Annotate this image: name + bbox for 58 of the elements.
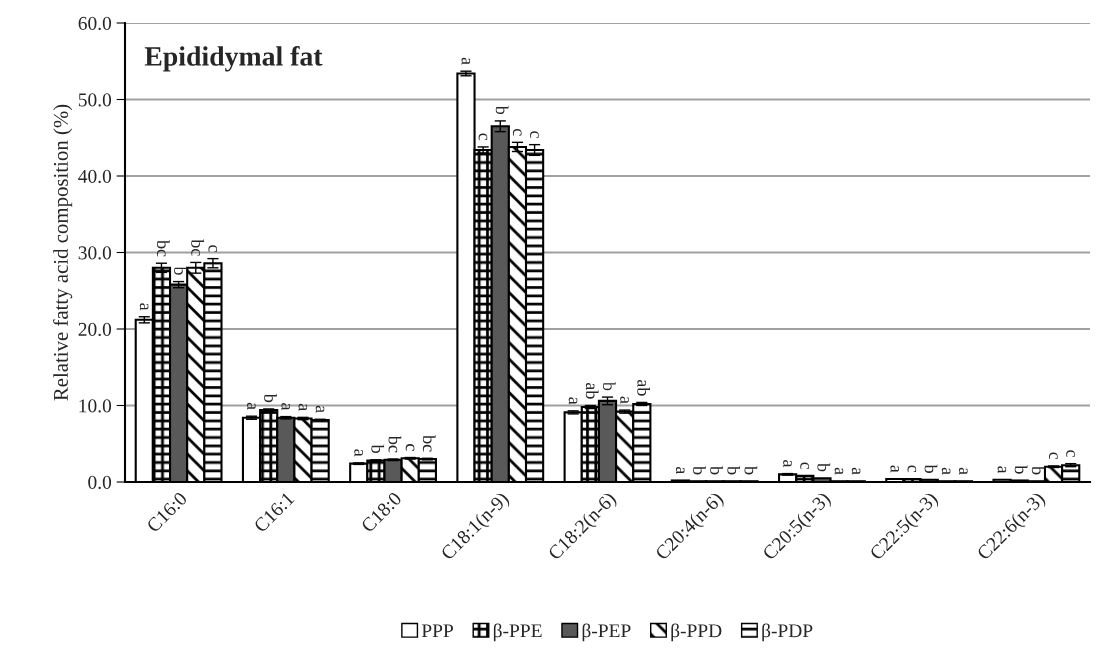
data-label: b [744, 466, 758, 475]
data-label: a [620, 396, 629, 404]
data-label: a [675, 466, 685, 475]
data-label: b [817, 463, 831, 472]
y-tick-label: 50.0 [78, 93, 112, 107]
data-label: a [997, 466, 1007, 474]
y-tick-label: 40.0 [78, 169, 112, 184]
data-label: bc [388, 435, 402, 453]
data-label: a [783, 460, 792, 468]
data-label: c [907, 465, 917, 473]
legend-label: PPP [421, 624, 453, 638]
data-label: c [405, 444, 415, 451]
text: Epididymal fat [144, 45, 323, 72]
data-label: b [1031, 466, 1045, 475]
y-tick-label: 30.0 [78, 246, 112, 260]
legend-label: β-PDP [762, 623, 813, 642]
data-label: ab [585, 382, 599, 399]
data-label: a [247, 402, 256, 410]
data-label: a [851, 467, 861, 475]
data-label: bc [156, 240, 170, 257]
data-label: c [478, 133, 488, 141]
data-label: b [602, 381, 616, 391]
y-tick-label: 10.0 [79, 399, 112, 413]
data-label: a [941, 467, 951, 475]
y-tick-label: 60.0 [78, 16, 112, 31]
data-label: c [208, 245, 218, 252]
data-label: bc [422, 435, 436, 452]
legend-label: β-PPD [671, 623, 722, 642]
data-label: b [1014, 465, 1028, 474]
data-label: a [834, 467, 844, 475]
y-tick-label: 20.0 [78, 322, 112, 337]
data-label: a [958, 467, 968, 475]
data-label: a [568, 397, 578, 405]
data-label: a [315, 405, 325, 413]
data-label: b [710, 466, 723, 475]
data-label: a [298, 403, 308, 411]
data-label: a [281, 403, 290, 411]
legend-label: β-PPE [493, 623, 542, 642]
data-label: b [924, 464, 938, 473]
data-label: bc [191, 239, 204, 256]
data-label: c [512, 128, 522, 136]
data-label: a [890, 465, 899, 473]
data-label: b [727, 466, 741, 475]
data-label: c [800, 462, 809, 470]
data-label: c [530, 131, 539, 138]
data-label: a [139, 303, 149, 311]
data-label: a [354, 449, 363, 457]
data-label: a [461, 57, 471, 65]
legend-label: β-PEP [582, 623, 631, 642]
data-label: c [1049, 452, 1058, 460]
data-label: b [495, 105, 509, 115]
y-tick-label: 0.0 [88, 475, 112, 490]
data-label: b [371, 444, 385, 454]
data-label: b [264, 393, 277, 403]
data-label: c [1066, 450, 1075, 457]
data-label: b [693, 466, 706, 475]
y-axis-title: Relative fatty acid composition (%) [53, 104, 73, 401]
data-label: ab [637, 379, 650, 396]
